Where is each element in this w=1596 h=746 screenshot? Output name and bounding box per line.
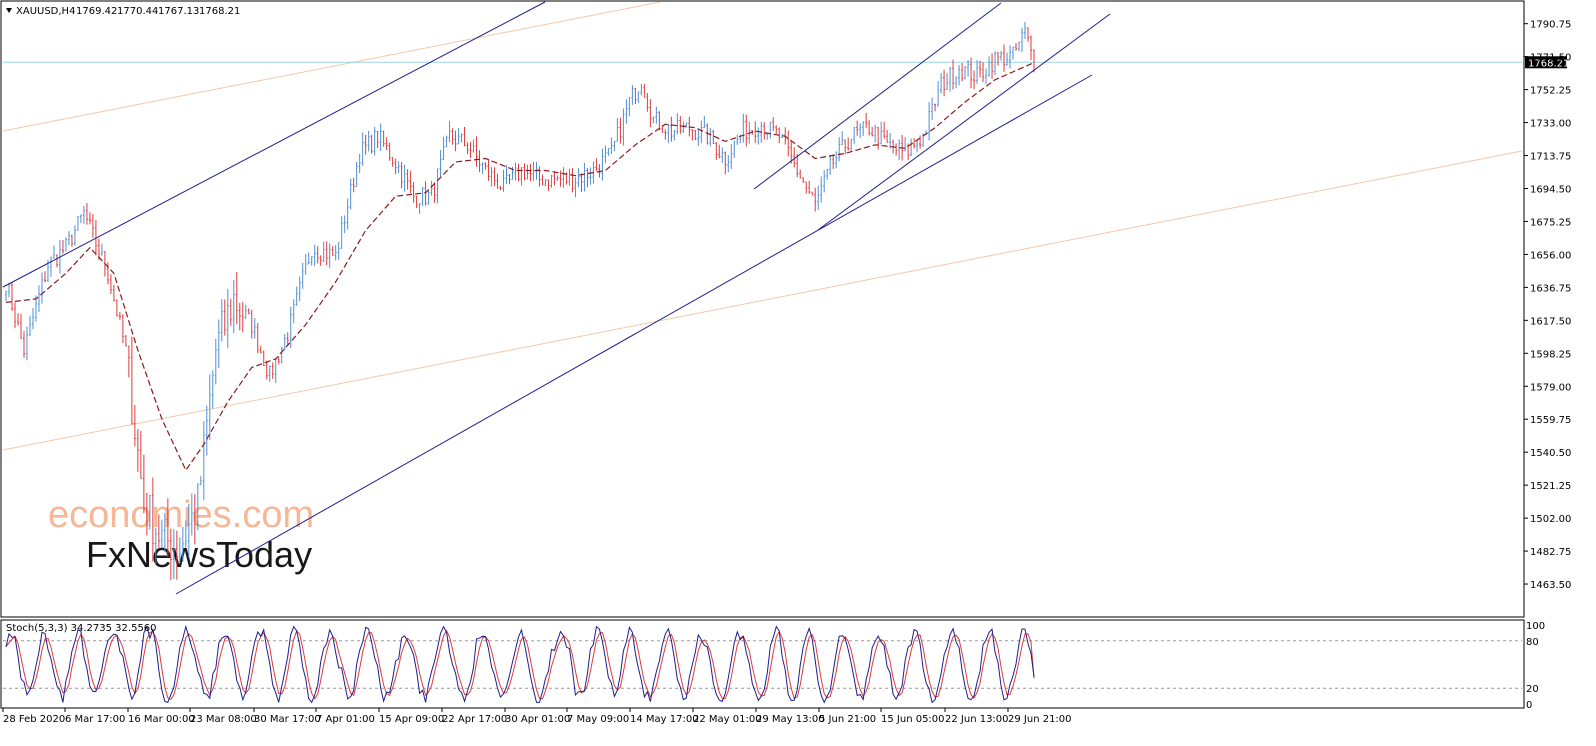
price-tick-label: 1463.50 [1530,580,1571,591]
stoch-signal-line [5,629,1035,701]
fib-line[interactable] [2,150,1523,451]
ohlc-open: 1769.42 [76,6,117,17]
time-tick-label: 29 May 13:00 [756,714,825,725]
current-price-tag-label: 1768.21 [1528,58,1569,69]
time-tick-label: 15 Apr 09:00 [379,714,444,725]
time-tick-label: 22 Apr 17:00 [442,714,507,725]
price-tick-label: 1617.50 [1530,316,1571,327]
price-tick-label: 1482.75 [1530,547,1571,558]
time-tick-label: 15 Jun 05:00 [881,714,945,725]
moving-average [5,62,1035,472]
price-tick-label: 1675.25 [1530,217,1571,228]
trendline[interactable] [753,2,1002,190]
trendlines[interactable] [2,1,1111,595]
time-tick-label: 29 Jun 21:00 [1008,714,1072,725]
time-tick-label: 6 Mar 17:00 [65,714,125,725]
time-tick-label: 23 Mar 08:00 [190,714,257,725]
time-tick-label: 7 Apr 01:00 [316,714,375,725]
price-tick-label: 1790.75 [1530,20,1571,31]
ohlc-high: 1770.44 [117,6,158,17]
price-tick-label: 1713.75 [1530,152,1571,163]
price-tick-label: 1694.50 [1530,184,1571,195]
price-tick-label: 1598.25 [1530,349,1571,360]
stoch-main-line [5,624,1035,704]
price-tick-label: 1579.00 [1530,382,1571,393]
price-tick-label: 1540.50 [1530,448,1571,459]
stoch-tick-label: 20 [1526,684,1539,695]
time-tick-label: 5 Jun 21:00 [819,714,876,725]
time-tick-label: 7 May 09:00 [567,714,629,725]
fib-lines [2,1,1523,451]
time-tick-label: 22 Jun 13:00 [945,714,1009,725]
moving-average-line [5,62,1035,472]
stoch-tick-label: 80 [1526,637,1539,648]
ohlc-close: 1768.21 [199,6,240,17]
indicator-pane-frame [0,619,1525,709]
price-tick-label: 1752.25 [1530,86,1571,97]
candles [5,21,1035,581]
current-price-tag [1525,56,1567,69]
stoch-tick-label: 0 [1526,700,1532,711]
price-tick-label: 1733.00 [1530,119,1571,130]
watermark-line2: FxNewsToday [86,534,312,575]
time-tick-label: 30 Mar 17:00 [254,714,321,725]
stochastic-indicator: 100 80 20 0 [3,621,1545,711]
price-tick-label: 1636.75 [1530,283,1571,294]
time-tick-label: 22 May 01:00 [693,714,762,725]
dropdown-triangle-icon[interactable] [6,8,12,13]
price-tick-label: 1521.25 [1530,481,1571,492]
price-pane-frame [0,0,1525,618]
fib-line[interactable] [2,1,661,132]
trendline[interactable] [817,13,1111,231]
ohlc-low: 1767.13 [158,6,199,17]
price-axis: 1790.75 1771.50 1752.25 1733.00 1713.75 1694.… [1524,20,1571,591]
watermark: economies.com FxNewsToday [48,494,314,575]
current-price-line: 1768.21 [3,56,1569,69]
price-tick-label: 1502.00 [1530,514,1571,525]
time-tick-label: 28 Feb 2020 [3,714,65,725]
symbol-label: XAUUSD,H4 [16,6,75,17]
indicator-label: Stoch(5,3,3) 34.2735 32.5560 [6,623,157,634]
time-tick-label: 30 Apr 01:00 [505,714,570,725]
trendline[interactable] [2,1,546,288]
price-tick-label: 1559.75 [1530,415,1571,426]
trendline[interactable] [175,74,1093,595]
time-tick-label: 14 May 17:00 [630,714,699,725]
chart-header: XAUUSD,H4 1769.42 1770.44 1767.13 1768.2… [6,6,240,17]
price-tick-label: 1771.50 [1530,53,1571,64]
price-tick-label: 1656.00 [1530,250,1571,261]
stoch-tick-label: 100 [1526,621,1545,632]
watermark-line1: economies.com [48,494,314,536]
time-tick-label: 16 Mar 00:00 [128,714,195,725]
